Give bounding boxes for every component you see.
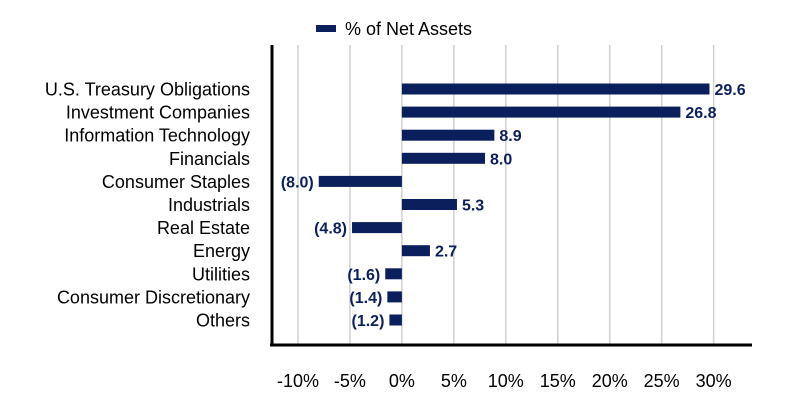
data-label: (4.8)	[314, 221, 347, 238]
x-tick-label: 10%	[488, 371, 524, 391]
bar	[389, 314, 402, 326]
x-tick-label: -10%	[277, 371, 319, 391]
bar	[387, 291, 402, 303]
category-label: Real Estate	[157, 218, 250, 238]
legend-label: % of Net Assets	[345, 19, 472, 39]
data-label: 29.6	[714, 82, 745, 99]
data-label: 8.0	[490, 151, 512, 168]
data-label: 26.8	[685, 105, 716, 122]
category-labels: U.S. Treasury Obligations Investment Comp…	[45, 80, 250, 331]
x-tick-label: 0%	[389, 371, 415, 391]
bars	[318, 83, 710, 326]
bar	[401, 106, 681, 118]
grid-lines	[297, 45, 715, 345]
bar	[401, 129, 495, 141]
x-tick-label: 5%	[441, 371, 467, 391]
category-label: Industrials	[168, 195, 250, 215]
x-tick-label: 30%	[696, 371, 732, 391]
category-label: Financials	[169, 149, 250, 169]
category-label: Others	[196, 311, 250, 331]
bar	[401, 245, 430, 257]
axes	[270, 45, 752, 347]
bar	[385, 268, 402, 280]
data-label: (1.4)	[349, 290, 382, 307]
data-label: (1.6)	[347, 267, 380, 284]
x-tick-label: 25%	[644, 371, 680, 391]
bar	[401, 152, 486, 164]
legend-swatch	[316, 25, 336, 32]
category-label: Utilities	[192, 264, 250, 284]
category-label: Consumer Staples	[102, 172, 250, 192]
data-label: 5.3	[462, 198, 484, 215]
legend: % of Net Assets	[316, 19, 472, 39]
data-label: (1.2)	[352, 313, 385, 330]
data-labels: 29.6 26.8 8.9 8.0 (8.0) 5.3 (4.8) 2.7 (1.6) (1.4)…	[281, 82, 746, 330]
x-tick-label: -5%	[334, 371, 366, 391]
category-label: U.S. Treasury Obligations	[45, 80, 250, 100]
bar	[318, 175, 402, 187]
x-tick-label: 20%	[592, 371, 628, 391]
data-label: 2.7	[435, 244, 457, 261]
bar	[401, 199, 457, 210]
category-label: Investment Companies	[66, 103, 250, 123]
x-tick-labels: -10% -5% 0% 5% 10% 15% 20% 25% 30%	[277, 371, 732, 391]
bar	[401, 83, 710, 95]
category-label: Information Technology	[64, 126, 250, 146]
bar	[352, 222, 402, 234]
data-label: (8.0)	[281, 174, 314, 191]
category-label: Energy	[193, 241, 250, 261]
data-label: 8.9	[499, 128, 521, 145]
x-tick-label: 15%	[540, 371, 576, 391]
category-label: Consumer Discretionary	[57, 287, 250, 307]
